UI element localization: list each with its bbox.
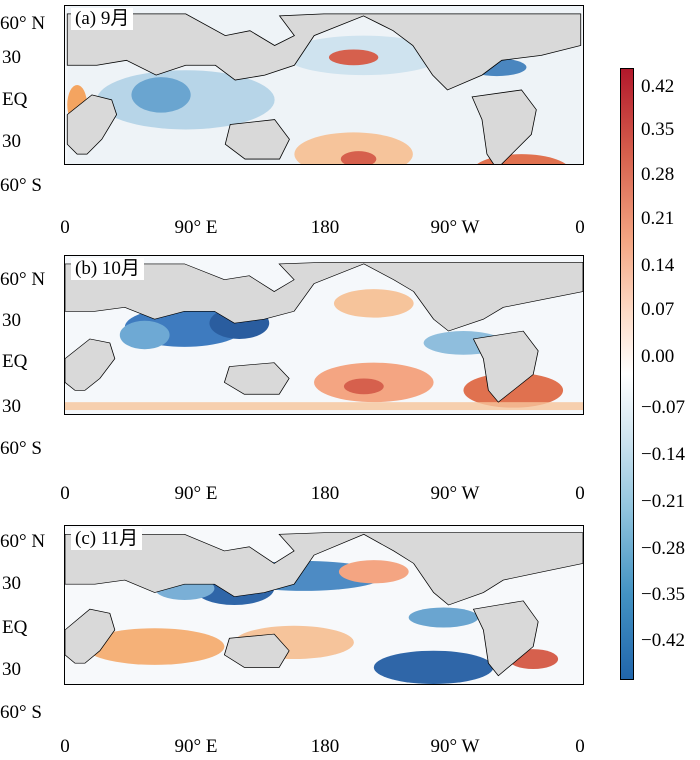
colorbar — [620, 68, 634, 680]
lon-label: 90° E — [174, 483, 218, 504]
panel-b-label: (b) 10月 — [71, 258, 144, 280]
lon-label: 0 — [575, 217, 585, 238]
lat-label: 60° N — [0, 13, 46, 34]
lat-label: 30 — [2, 47, 21, 68]
map-panel-b: (b) 10月 — [64, 255, 584, 415]
colorbar-tick: 0.00 — [641, 346, 675, 367]
colorbar-tick: −0.42 — [641, 630, 685, 651]
lon-label: 0 — [60, 217, 70, 238]
lon-label: 0 — [60, 736, 70, 757]
lon-label: 180 — [310, 483, 340, 504]
colorbar-tick: −0.28 — [641, 538, 685, 559]
map-a-field — [66, 6, 582, 164]
lat-label: 60° S — [0, 175, 42, 196]
lon-label: 0 — [60, 483, 70, 504]
lon-label: 90° E — [174, 217, 218, 238]
lon-label: 90° W — [430, 217, 480, 238]
colorbar-tick: −0.07 — [641, 397, 685, 418]
panel-c-label: (c) 11月 — [71, 528, 143, 550]
lon-label: 90° W — [430, 483, 480, 504]
map-c-field — [65, 526, 583, 684]
lat-label: 60° N — [0, 269, 46, 290]
map-panel-a: (a) 9月 — [64, 5, 584, 165]
colorbar-tick: 0.28 — [641, 164, 675, 185]
lat-label: 60° S — [0, 438, 42, 459]
lat-label: 30 — [2, 131, 21, 152]
lon-label: 0 — [575, 483, 585, 504]
lon-label: 90° W — [430, 736, 480, 757]
colorbar-tick: 0.42 — [641, 76, 675, 97]
panel-a-label: (a) 9月 — [71, 8, 134, 30]
map-panel-c: (c) 11月 — [64, 525, 584, 685]
lon-label: 180 — [310, 736, 340, 757]
lat-label: EQ — [2, 89, 28, 110]
lat-label: 30 — [2, 310, 21, 331]
colorbar-tick: 0.14 — [641, 255, 675, 276]
colorbar-tick: 0.07 — [641, 299, 675, 320]
lon-label: 180 — [310, 217, 340, 238]
lat-label: 30 — [2, 659, 21, 680]
lat-label: 60° S — [0, 702, 42, 723]
lon-label: 0 — [575, 736, 585, 757]
lat-label: EQ — [2, 351, 28, 372]
lat-label: 60° N — [0, 531, 46, 552]
lon-label: 90° E — [174, 736, 218, 757]
colorbar-tick: −0.21 — [641, 491, 685, 512]
colorbar-tick: 0.21 — [641, 208, 675, 229]
colorbar-tick: −0.35 — [641, 584, 685, 605]
lat-label: 30 — [2, 573, 21, 594]
lat-label: 30 — [2, 396, 21, 417]
colorbar-tick: −0.14 — [641, 444, 685, 465]
map-b-field — [65, 256, 583, 414]
lat-label: EQ — [2, 617, 28, 638]
colorbar-tick: 0.35 — [641, 119, 675, 140]
